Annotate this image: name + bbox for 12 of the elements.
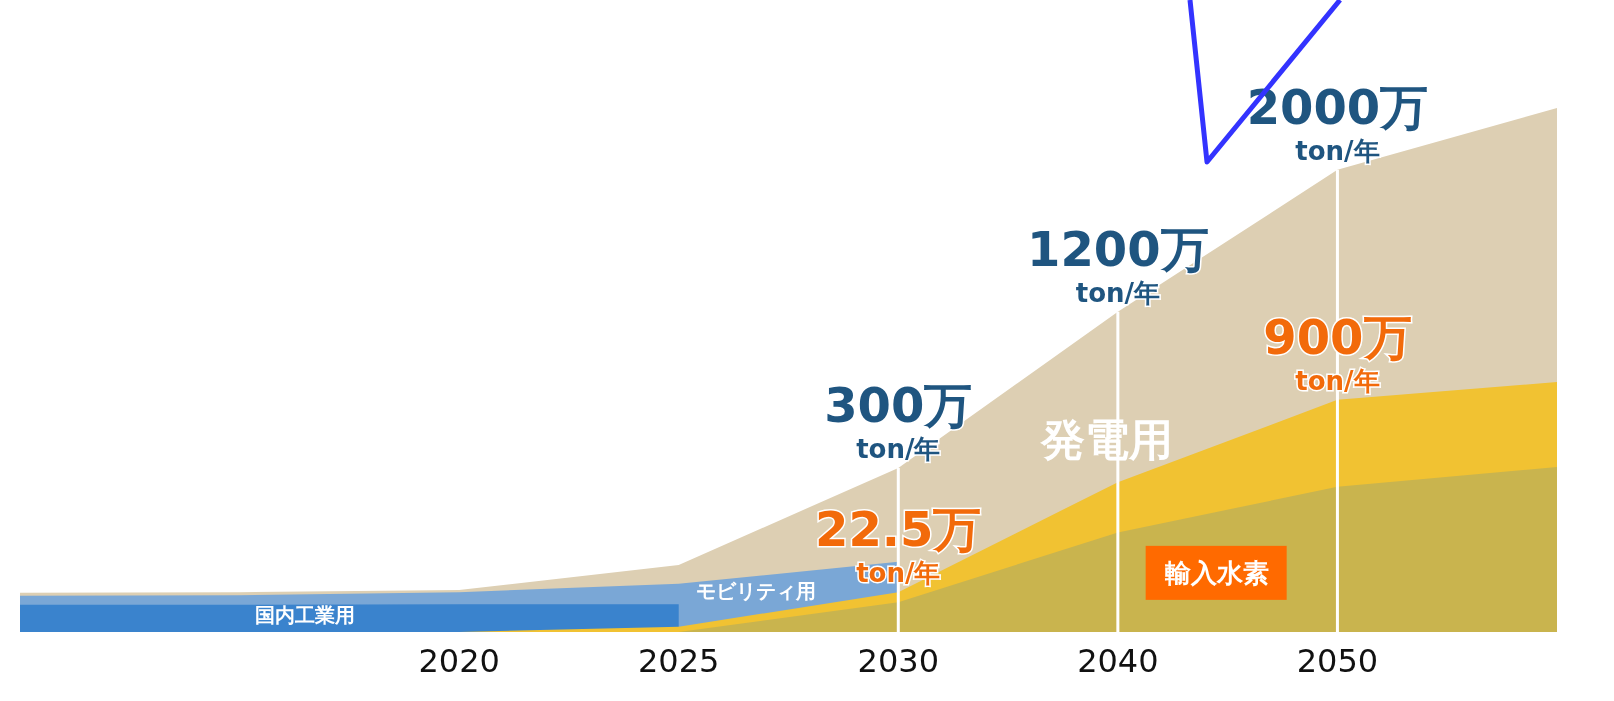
x-tick-label: 2050 <box>1296 642 1379 680</box>
annotation: 300万 ton/年 <box>824 376 973 464</box>
annotation: 1200万 ton/年 <box>1027 220 1209 308</box>
x-tick-label: 2030 <box>857 642 939 680</box>
x-tick-label: 2025 <box>638 642 720 680</box>
series-label: モビリティ用 <box>695 579 816 604</box>
annotation: 900万 ton/年 <box>1263 308 1412 396</box>
series-label: 輸入水素 <box>1163 557 1269 588</box>
x-tick-label: 2040 <box>1077 642 1159 680</box>
x-tick-label: 2020 <box>418 642 500 680</box>
series-label: 国内工業用 <box>255 602 356 627</box>
annotation: 2000万 ton/年 <box>1246 78 1429 166</box>
